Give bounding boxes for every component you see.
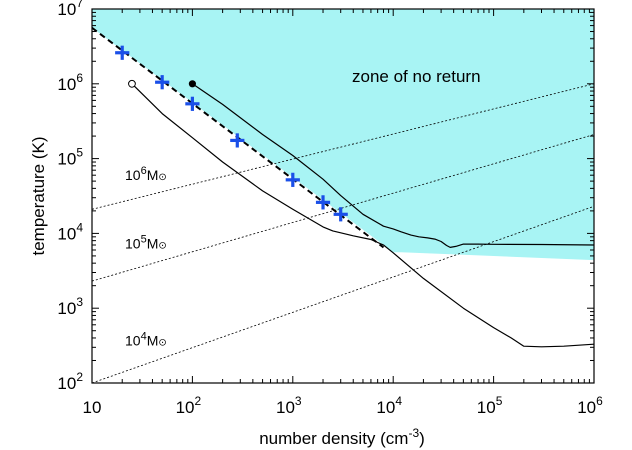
y-tick-label-5: 107 <box>57 0 83 19</box>
x-tick-label-2: 103 <box>276 394 302 417</box>
x-axis-title-exponent: -3 <box>408 426 419 440</box>
track-0-start-marker <box>189 80 196 87</box>
y-axis-title: temperature (K) <box>29 136 48 255</box>
x-tick-label-3: 104 <box>376 394 402 417</box>
y-tick-label-4: 106 <box>57 71 83 94</box>
y-tick-label-0: 102 <box>57 370 83 393</box>
x-axis-title-text: number density (cm <box>259 429 408 448</box>
zone-label: zone of no return <box>352 67 481 86</box>
y-tick-label-1: 103 <box>57 295 83 318</box>
x-axis-title-close: ) <box>419 429 425 448</box>
track-1-start-marker <box>129 80 136 87</box>
x-tick-label-1: 102 <box>176 394 202 417</box>
x-tick-label-5: 106 <box>577 394 603 417</box>
y-tick-label-3: 105 <box>57 146 83 169</box>
x-axis-title: number density (cm-3) <box>259 426 425 448</box>
x-tick-label-4: 105 <box>477 394 503 417</box>
x-tick-label-0: 10 <box>83 398 102 417</box>
y-tick-label-2: 104 <box>57 220 83 243</box>
